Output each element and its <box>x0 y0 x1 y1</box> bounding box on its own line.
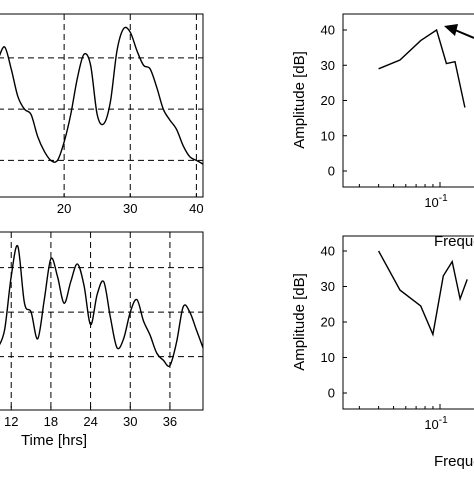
y-tick-label: 10 <box>321 128 335 143</box>
x-tick-label: 40 <box>189 201 203 216</box>
panel-bottom-left: 12 18 24 30 36 Time [hrs] <box>0 231 204 449</box>
series-line <box>0 244 204 367</box>
x-tick-label: 12 <box>4 414 18 429</box>
x-tick-label: 30 <box>123 201 137 216</box>
x-tick-label: 10-1 <box>424 415 448 432</box>
ticks: 0 10 20 30 40 10-1 <box>321 244 449 433</box>
plot-frame <box>342 235 474 410</box>
y-tick-label: 0 <box>328 164 335 179</box>
plot-frame <box>0 231 204 411</box>
x-tick-label: 24 <box>83 414 97 429</box>
x-axis-label: Frequer <box>434 453 474 470</box>
x-tick-label: 18 <box>44 414 58 429</box>
y-tick-label: 30 <box>321 58 335 73</box>
x-tick-label: 10-1 <box>424 193 448 210</box>
series-line <box>0 26 204 165</box>
x-tick-label: 36 <box>163 414 177 429</box>
series-line <box>377 250 468 337</box>
plot-frame <box>342 13 474 188</box>
grid <box>0 232 203 410</box>
grid <box>0 14 203 197</box>
x-tick-label: 20 <box>57 201 71 216</box>
y-tick-label: 40 <box>321 23 335 38</box>
ticks: 0 10 20 30 40 10-1 <box>321 23 449 211</box>
plot-frame <box>0 13 204 198</box>
ticks: 20 30 40 <box>57 193 204 216</box>
panel-top-right: 0 10 20 30 40 10-1 Amplitude [dB] <box>291 13 474 211</box>
y-axis-label: Amplitude [dB] <box>291 51 308 149</box>
y-tick-label: 20 <box>321 93 335 108</box>
y-tick-label: 20 <box>321 315 335 330</box>
series-line <box>378 28 466 108</box>
panel-top-left: 20 30 40 <box>0 13 204 216</box>
x-tick-label: 30 <box>123 414 137 429</box>
x-axis-label: Time [hrs] <box>21 432 87 449</box>
y-tick-label: 0 <box>328 386 335 401</box>
ticks: 12 18 24 30 36 <box>4 406 177 429</box>
annotation-arrow <box>444 24 474 39</box>
y-tick-label: 40 <box>321 244 335 259</box>
y-tick-label: 30 <box>321 279 335 294</box>
y-axis-label: Amplitude [dB] <box>291 273 308 371</box>
y-tick-label: 10 <box>321 350 335 365</box>
x-axis-label-top: Frequer <box>434 233 474 250</box>
panel-bottom-right: 0 10 20 30 40 10-1 Amplitude [dB] Frequer <box>291 235 474 470</box>
